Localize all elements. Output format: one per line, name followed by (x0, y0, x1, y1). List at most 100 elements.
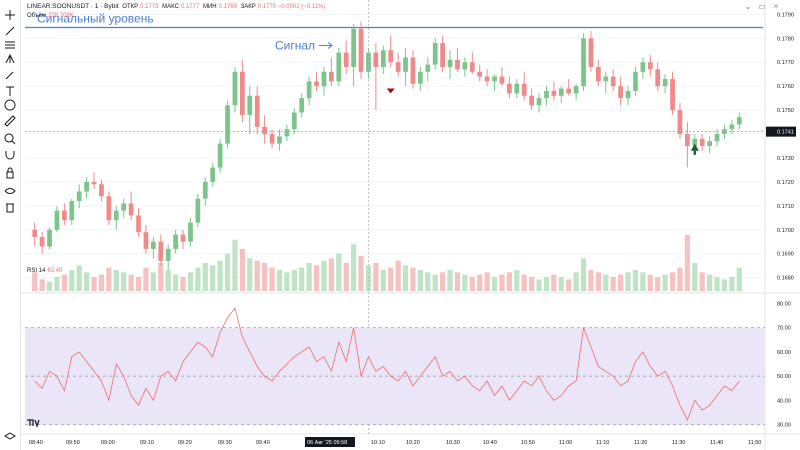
candle-body (314, 81, 319, 87)
candle-body (618, 86, 623, 99)
candles (32, 21, 742, 271)
candle-body (202, 181, 208, 199)
time-axis: 08:40 09:50 09:00 09:10 09:20 09:30 09:40 06 Ав… (29, 437, 761, 447)
volume-bar (113, 270, 119, 291)
volume-bar (143, 267, 149, 291)
zoom-in-icon[interactable] (2, 132, 18, 146)
fib-icon[interactable] (2, 38, 18, 52)
time-highlight-badge (305, 437, 355, 447)
text-icon[interactable] (2, 84, 18, 98)
candle-body (551, 90, 557, 96)
candle-body (247, 95, 253, 115)
maximize-icon[interactable]: ▭ (758, 2, 766, 11)
volume-bar (269, 267, 275, 291)
candle-body (99, 184, 104, 197)
volume-bar (632, 270, 639, 291)
lock-icon[interactable] (2, 166, 18, 180)
brush-icon[interactable] (2, 68, 18, 82)
volume-bar (336, 253, 342, 291)
collapse-icon[interactable]: ⌄ (744, 2, 752, 11)
open-value: 0.1773 (140, 4, 159, 10)
volume-bar (46, 281, 53, 291)
ruler-icon[interactable] (2, 114, 18, 128)
candle-body (62, 210, 67, 221)
volume-bar (425, 272, 431, 291)
candle-body (388, 50, 394, 63)
candle-body (380, 50, 386, 68)
candle-body (588, 38, 594, 68)
time-tick-label: 11:30 (672, 440, 685, 446)
volume-bar (69, 270, 75, 291)
close-label: ЗАКР (240, 4, 256, 10)
volume-bar (224, 253, 231, 291)
candle-body (685, 134, 690, 146)
magnet-icon[interactable] (2, 148, 18, 162)
trash-icon[interactable] (2, 200, 18, 214)
rsi-tick-label: 40.00 (777, 398, 791, 404)
volume-bar (543, 277, 550, 291)
close-value: 0.1770 −0.0002 (−0.11%) (257, 4, 326, 10)
emoji-icon[interactable] (2, 98, 18, 112)
price-tick-label: 0.1790 (777, 12, 794, 18)
time-highlight-label: 06 Авг '25 09:58 (307, 440, 347, 446)
time-tick-label: 09:50 (66, 440, 80, 446)
volume-bar (499, 274, 505, 291)
candle-body (581, 38, 586, 87)
volume-bar (662, 274, 668, 291)
pitchfork-icon[interactable] (2, 52, 18, 66)
chart-svg[interactable]: Сигнальный уровень Сигнал 0.1790 0.1780 0.17… (21, 0, 800, 450)
volume-legend: Объём 278.708K (27, 13, 76, 19)
rsi-label: RSI 14 (27, 268, 46, 274)
volume-bar (276, 270, 283, 291)
volume-bar (477, 274, 483, 291)
candle-body (336, 52, 342, 82)
candle-body (521, 83, 527, 96)
chart-area[interactable]: Сигнальный уровень Сигнал 0.1790 0.1780 0.17… (21, 0, 800, 450)
current-price-badge (766, 126, 796, 137)
candle-body (677, 110, 683, 135)
candle-body (158, 241, 164, 261)
candle-body (647, 62, 653, 70)
open-label: ОТКР (122, 4, 139, 10)
candle-body (277, 136, 282, 144)
time-tick-label: 10:50 (521, 440, 535, 446)
volume-bar (625, 272, 631, 291)
time-tick-label: 10:10 (371, 440, 385, 446)
close-icon[interactable]: × (773, 2, 779, 11)
candle-body (736, 117, 742, 125)
time-tick-label: 11:20 (634, 440, 647, 446)
candle-body (254, 95, 260, 127)
volume-bar (61, 274, 67, 291)
candle-body (54, 210, 60, 230)
volume-bar (150, 272, 156, 291)
volume-bar (180, 277, 186, 291)
candle-body (299, 98, 305, 113)
layers-icon[interactable] (2, 430, 18, 444)
visibility-icon[interactable] (2, 184, 18, 198)
volume-bar (54, 277, 60, 291)
volume-bar (491, 277, 498, 291)
volume-bar (91, 277, 97, 291)
candle-body (484, 76, 490, 82)
candle-body (225, 105, 230, 144)
volume-bar (106, 267, 112, 291)
volume-bar (573, 272, 579, 291)
price-tick-label: 0.1710 (777, 204, 794, 210)
volume-bar (32, 272, 38, 291)
crosshair-icon[interactable] (2, 8, 18, 22)
time-tick-label: 11:40 (710, 440, 723, 446)
candle-body (395, 62, 401, 72)
symbol-label: LINEAR:SOONUSDT · 1 · Bybit (27, 3, 119, 10)
volume-bar (521, 274, 527, 291)
candle-body (39, 236, 45, 247)
volume-bar (262, 263, 268, 291)
volume-bar (217, 260, 223, 291)
rsi-tick-label: 80.00 (777, 301, 791, 307)
trend-line-icon[interactable] (2, 24, 18, 38)
candle-body (121, 203, 127, 211)
volume-bar (98, 274, 105, 291)
candle-body (240, 71, 245, 115)
volume-bar (232, 239, 238, 291)
candle-body (670, 78, 675, 111)
candle-body (128, 203, 134, 216)
